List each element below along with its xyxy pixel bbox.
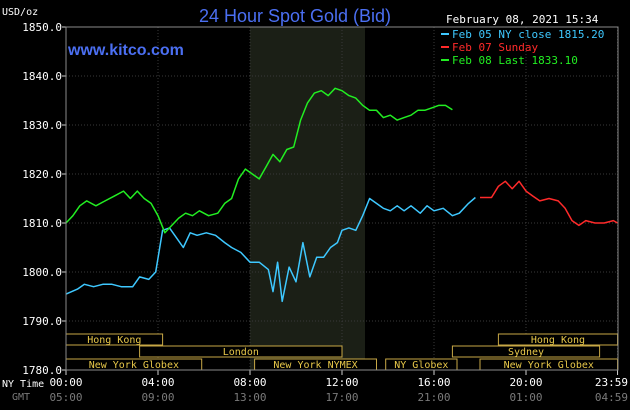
y-tick-label: 1830.0 — [22, 119, 62, 132]
y-axis-label: USD/oz — [2, 7, 38, 18]
y-tick-label: 1820.0 — [22, 168, 62, 181]
session-label: Hong Kong — [87, 335, 141, 346]
y-tick-label: 1840.0 — [22, 70, 62, 83]
series-line-1 — [480, 180, 618, 227]
x-tick-label-gmt: 01:00 — [509, 391, 542, 404]
watermark: www.kitco.com — [67, 42, 184, 59]
session-label: Hong Kong — [531, 335, 585, 346]
session-label: NY Globex — [394, 360, 448, 371]
x-tick-label-ny: 12:00 — [325, 376, 358, 389]
session-label: New York Globex — [89, 360, 179, 371]
y-tick-label: 1800.0 — [22, 266, 62, 279]
x-tick-label-ny: 16:00 — [417, 376, 450, 389]
legend-item: Feb 08 Last 1833.10 — [452, 54, 578, 67]
session-box — [451, 345, 601, 358]
x-tick-label-gmt: 21:00 — [417, 391, 450, 404]
x-tick-label-ny: 04:00 — [141, 376, 174, 389]
legend-item: Feb 05 NY close 1815.20 — [452, 28, 604, 41]
session-label: New York NYMEX — [273, 360, 357, 371]
y-tick-label: 1850.0 — [22, 21, 62, 34]
session-label: London — [223, 347, 259, 358]
x-tick-label-ny: 08:00 — [233, 376, 266, 389]
x-tick-label-ny: 23:59 — [595, 376, 628, 389]
legend-item: Feb 07 Sunday — [452, 41, 538, 54]
chart-title: 24 Hour Spot Gold (Bid) — [199, 6, 391, 26]
session-label: New York Globex — [504, 360, 594, 371]
x-tick-label-ny: 00:00 — [49, 376, 82, 389]
series-line-2 — [65, 87, 453, 234]
x-tick-label-gmt: 13:00 — [233, 391, 266, 404]
session-label: Sydney — [508, 347, 544, 358]
x-tick-label-gmt: 04:59 — [595, 391, 628, 404]
y-tick-label: 1780.0 — [22, 364, 62, 377]
y-tick-label: 1810.0 — [22, 217, 62, 230]
session-box — [139, 345, 343, 358]
gmt-label: GMT — [12, 392, 30, 403]
plot-frame — [65, 26, 619, 371]
x-tick-label-gmt: 17:00 — [325, 391, 358, 404]
series-line-0 — [65, 196, 476, 303]
x-tick-label-gmt: 09:00 — [141, 391, 174, 404]
ny-time-label: NY Time — [2, 379, 44, 390]
x-tick-label-gmt: 05:00 — [49, 391, 82, 404]
y-tick-label: 1790.0 — [22, 315, 62, 328]
session-highlight — [250, 27, 365, 370]
x-tick-label-ny: 20:00 — [509, 376, 542, 389]
date-label: February 08, 2021 15:34 — [446, 13, 599, 26]
